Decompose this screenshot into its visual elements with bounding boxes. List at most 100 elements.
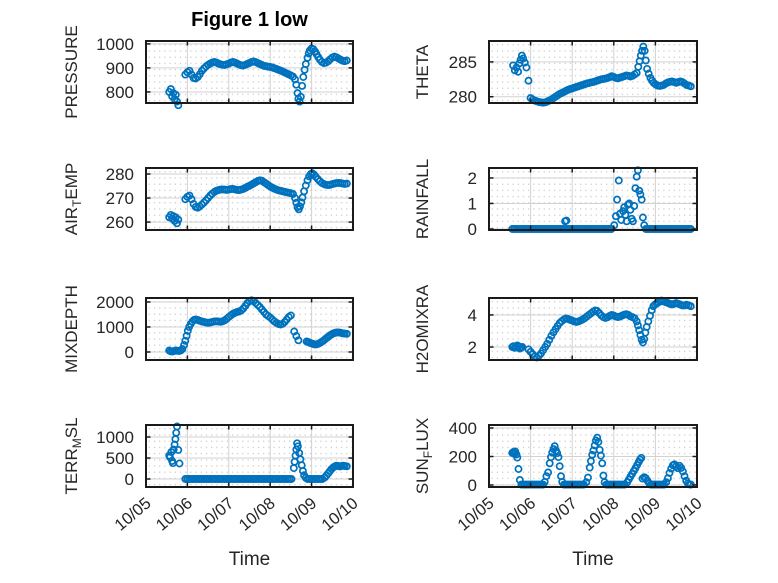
svg-text:10/07: 10/07 [194,494,237,534]
svg-text:4: 4 [468,306,477,325]
svg-text:10/05: 10/05 [454,494,497,534]
svg-text:200: 200 [449,447,477,466]
y-tick-labels: 0 200 400 [449,419,477,495]
plot-area-pressure: 800 900 1000 [96,35,354,110]
y-tick-labels: 0 500 1000 [96,428,134,489]
svg-text:260: 260 [106,213,134,232]
svg-text:280: 280 [449,88,477,107]
svg-text:10/10: 10/10 [318,494,361,534]
plot-area-h2omixra: 24 [468,296,698,362]
svg-text:280: 280 [106,165,134,184]
svg-text:285: 285 [449,53,477,72]
subplot-mixdepth: MIXDEPTH 0 1000 2000 [56,285,374,433]
major-grid-lines [146,425,353,487]
major-grid-lines [146,298,353,360]
major-grid-lines [489,41,697,103]
plot-background [489,168,697,230]
svg-text:0: 0 [468,476,477,495]
y-axis-label-rainfall: RAINFALL [412,158,432,240]
svg-text:0: 0 [125,470,134,489]
svg-text:900: 900 [106,59,134,78]
svg-text:1000: 1000 [96,35,134,54]
data-points [509,42,695,107]
svg-text:500: 500 [106,449,134,468]
svg-text:2: 2 [468,169,477,188]
subplot-sunflux: SUNFLUX 0 200 400 10/05 10/06 10/07 10/08 10/09… [399,415,717,560]
y-tick-labels: 24 [468,306,477,357]
subplot-pressure: PRESSURE 800 900 1000 [56,25,374,176]
plot-background [146,41,353,103]
data-points [508,433,695,489]
plot-background [146,168,353,230]
data-points [165,44,351,110]
y-axis-label-theta: THETA [412,44,432,100]
svg-text:10/07: 10/07 [538,494,581,534]
axes-box [488,297,698,361]
svg-text:10/08: 10/08 [236,494,279,534]
plot-background [489,41,697,103]
y-axis-label-terrmsl: TERRMSL [61,417,85,495]
plot-background [489,298,697,360]
axes-box [145,424,354,488]
data-points [165,422,351,483]
subplot-airtemp: AIRTEMP 260 270 280 [56,158,374,303]
major-grid-lines [489,168,697,230]
major-grid-lines [489,298,697,360]
svg-text:2: 2 [468,338,477,357]
svg-text:10/06: 10/06 [496,494,539,534]
plot-background [489,425,697,487]
axes-box [488,424,698,488]
svg-text:400: 400 [449,419,477,438]
data-points [165,296,351,356]
subplot-terrmsl: TERRMSL 0 500 1000 10/05 10/06 10/07 10/08 10/0… [56,415,374,560]
major-grid-lines [146,41,353,103]
minor-grid-dots [489,41,697,103]
data-points [508,296,695,362]
x-axis-label-right: Time [572,549,614,570]
axes-box [145,167,354,231]
y-axis-label-sunflux: SUNFLUX [412,417,436,495]
svg-text:270: 270 [106,189,134,208]
minor-grid-dots [146,298,353,360]
y-tick-labels: 280 285 [449,53,477,107]
minor-grid-dots [146,168,353,230]
data-points [165,169,351,228]
x-axis-label-left: Time [228,549,271,570]
svg-text:10/06: 10/06 [153,494,196,534]
y-tick-labels: 0 1000 2000 [96,293,134,362]
y-axis-label-mixdepth: MIXDEPTH [61,285,81,373]
axes-box [488,167,698,231]
svg-text:800: 800 [106,83,134,102]
minor-grid-dots [489,425,697,487]
y-axis-label-h2omixra: H2OMIXRA [412,284,432,374]
plot-area-airtemp: 260 270 280 [106,165,354,232]
svg-text:10/09: 10/09 [621,494,664,534]
axes-box [145,297,354,361]
svg-text:1000: 1000 [96,318,134,337]
subplot-rainfall: RAINFALL 0 1 2 [399,158,717,303]
svg-text:2000: 2000 [96,293,134,312]
svg-text:10/10: 10/10 [662,494,705,534]
svg-text:0: 0 [125,343,134,362]
svg-text:10/09: 10/09 [277,494,320,534]
subplot-theta: THETA 280 285 [399,31,717,176]
y-tick-labels: 0 1 2 [468,169,477,239]
y-axis-label-airtemp: AIRTEMP [61,162,85,236]
plot-area-theta: 280 285 [449,40,698,107]
plot-area-rainfall: 0 1 2 [468,166,698,239]
svg-text:0: 0 [468,220,477,239]
svg-text:1000: 1000 [96,428,134,447]
svg-text:10/05: 10/05 [111,494,154,534]
data-points [508,166,695,233]
y-axis-label-pressure: PRESSURE [61,25,81,119]
axes-box [488,40,698,104]
y-tick-labels: 260 270 280 [106,165,134,232]
svg-text:1: 1 [468,194,477,213]
y-tick-labels: 800 900 1000 [96,35,134,102]
